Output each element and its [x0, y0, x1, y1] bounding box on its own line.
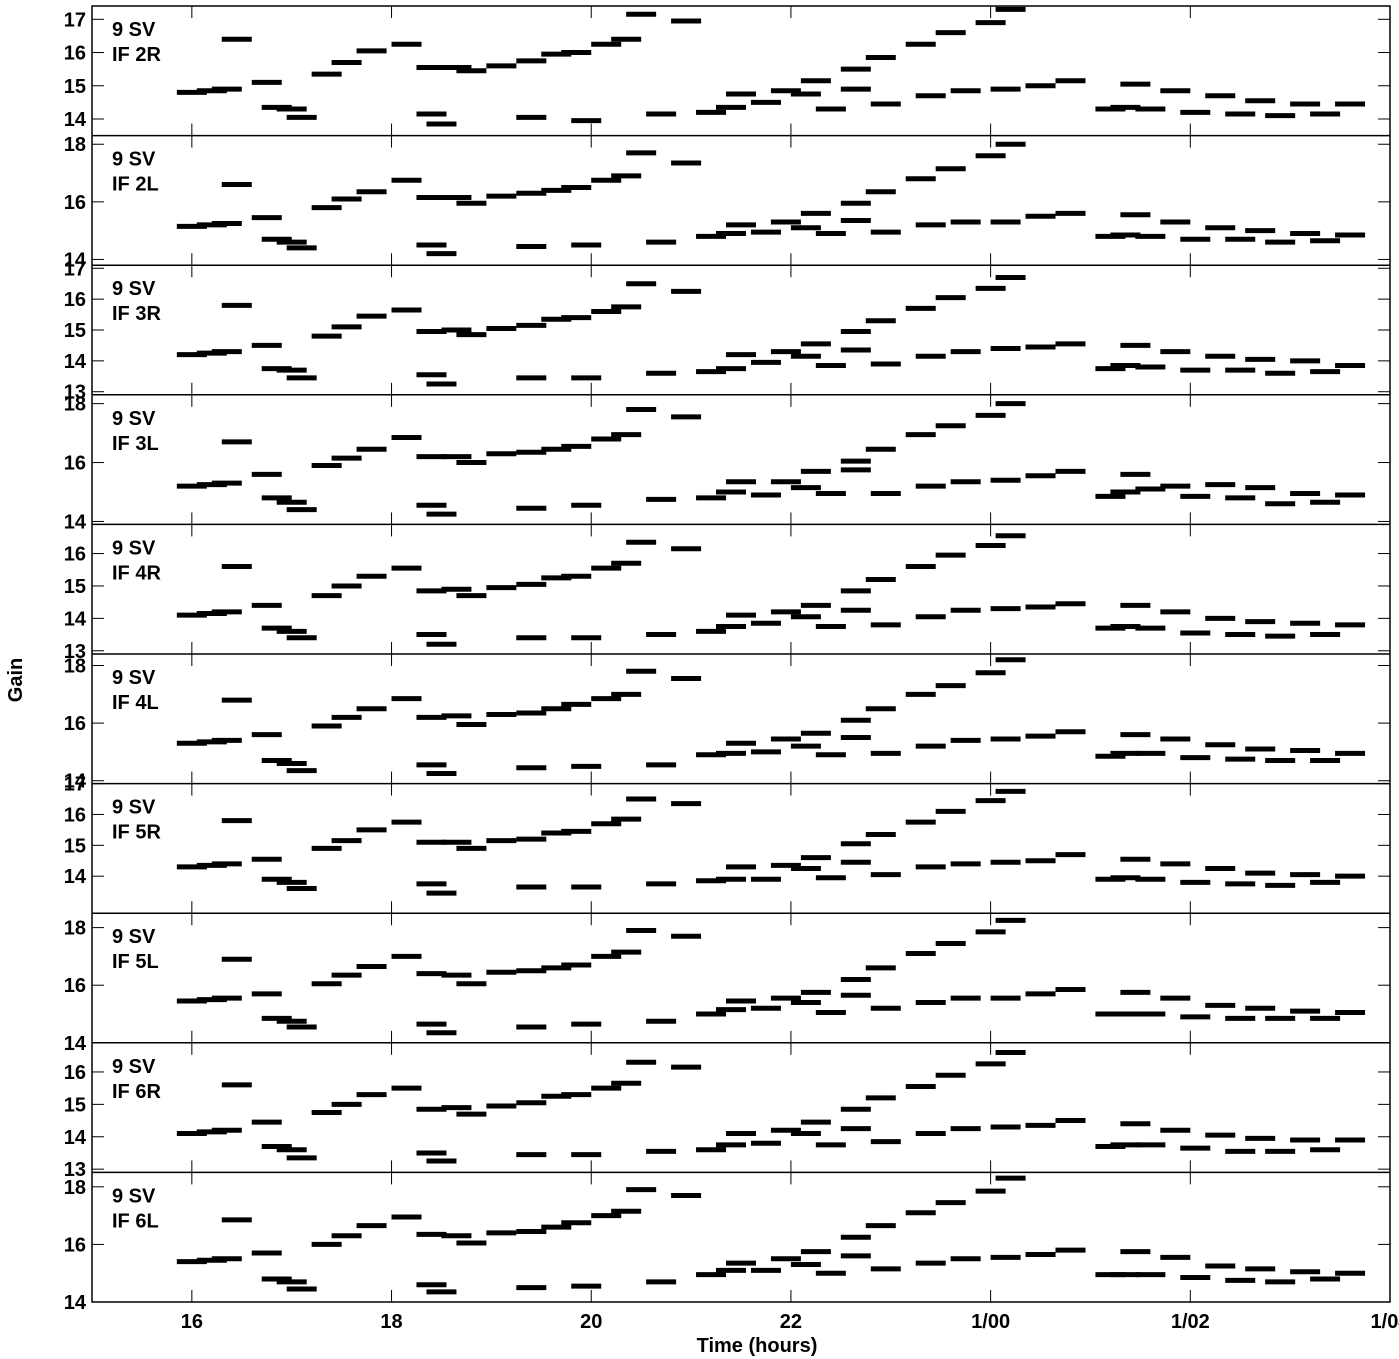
y-tick-label: 18: [64, 134, 86, 156]
panel-label-line: IF 3L: [112, 433, 159, 455]
y-tick-label: 16: [64, 1062, 86, 1084]
y-tick-label: 18: [64, 918, 86, 940]
y-tick-label: 18: [64, 1177, 86, 1199]
y-tick-label: 16: [64, 453, 86, 475]
x-tick-label: 16: [181, 1311, 203, 1333]
y-tick-label: 16: [64, 289, 86, 311]
y-axis-label: Gain: [5, 658, 27, 702]
y-tick-label: 17: [64, 774, 86, 796]
panel-label-line: IF 6R: [112, 1081, 161, 1103]
y-tick-label: 14: [64, 1033, 87, 1055]
panel-label-line: IF 2R: [112, 44, 161, 66]
y-tick-label: 18: [64, 656, 86, 678]
panel-9: 13 14 15 16 9 SV IF 6R: [64, 1042, 1391, 1181]
x-axis-label: Time (hours): [697, 1335, 818, 1357]
y-tick-label: 16: [64, 43, 86, 65]
y-tick-label: 14: [64, 249, 87, 271]
x-tick-label: 20: [580, 1311, 602, 1333]
y-tick-label: 14: [64, 771, 87, 793]
panel-label-line: 9 SV: [112, 19, 156, 41]
panel-label-line: 9 SV: [112, 797, 156, 819]
x-tick-label: 22: [780, 1311, 802, 1333]
y-tick-label: 13: [64, 1159, 86, 1181]
panel-label-line: IF 4R: [112, 562, 161, 584]
panel-label-line: IF 2L: [112, 174, 159, 196]
panel-label-line: 9 SV: [112, 278, 156, 300]
x-tick-label: 1/00: [971, 1311, 1010, 1333]
panel-10: 14 16 18 9 SV IF 6L: [64, 1171, 1391, 1314]
y-tick-label: 16: [64, 713, 86, 735]
panel-label-line: 9 SV: [112, 149, 156, 171]
y-tick-label: 14: [64, 1292, 87, 1314]
panel-label-line: 9 SV: [112, 537, 156, 559]
panel-label-line: IF 3R: [112, 303, 161, 325]
y-tick-label: 14: [64, 511, 87, 533]
panel-1: 14 15 16 17 9 SV IF 2R: [64, 6, 1391, 136]
panel-label-line: IF 5R: [112, 822, 161, 844]
y-tick-label: 14: [64, 351, 87, 373]
y-tick-label: 17: [64, 258, 86, 280]
y-tick-label: 16: [64, 544, 86, 566]
y-tick-label: 15: [64, 835, 86, 857]
y-tick-label: 16: [64, 192, 86, 214]
panel-7: 14 15 16 17 9 SV IF 5R: [64, 774, 1391, 914]
x-tick-label: 1/02: [1171, 1311, 1210, 1333]
panel-2: 14 16 18 9 SV IF 2L: [64, 134, 1391, 271]
panel-label-line: IF 4L: [112, 692, 159, 714]
y-tick-label: 16: [64, 804, 86, 826]
y-tick-label: 13: [64, 382, 86, 404]
y-tick-label: 16: [64, 975, 86, 997]
y-tick-label: 15: [64, 320, 86, 342]
panel-5: 13 14 15 16 9 SV IF 4R: [64, 523, 1391, 663]
y-tick-label: 15: [64, 576, 86, 598]
y-tick-label: 18: [64, 394, 86, 416]
y-tick-label: 14: [64, 1127, 87, 1149]
y-tick-label: 16: [64, 1234, 86, 1256]
panel-3: 13 14 15 16 17 9 SV IF 3R: [64, 258, 1391, 404]
y-tick-label: 14: [64, 608, 87, 630]
y-tick-label: 13: [64, 641, 86, 663]
panels-container: 14 15 16 17 9 SV IF 2R 14 16 18 9 SV IF 2L 13 14 15 16…: [64, 5, 1399, 1333]
panel-4: 14 16 18 9 SV IF 3L: [64, 394, 1391, 533]
y-tick-label: 14: [64, 866, 87, 888]
panel-label-line: 9 SV: [112, 667, 156, 689]
panel-label-line: IF 6L: [112, 1210, 159, 1232]
y-tick-label: 17: [64, 9, 86, 31]
panel-8: 14 16 18 9 SV IF 5L: [64, 912, 1391, 1055]
panel-6: 14 16 18 9 SV IF 4L: [64, 653, 1391, 793]
y-tick-label: 14: [64, 109, 87, 131]
panel-label-line: 9 SV: [112, 408, 156, 430]
panel-label-line: IF 5L: [112, 951, 159, 973]
y-tick-label: 15: [64, 1094, 86, 1116]
x-tick-label: 1/04: [1371, 1311, 1399, 1333]
panel-label-line: 9 SV: [112, 1056, 156, 1078]
panel-label-line: 9 SV: [112, 926, 156, 948]
panel-label-line: 9 SV: [112, 1185, 156, 1207]
x-tick-label: 18: [380, 1311, 402, 1333]
y-tick-label: 15: [64, 76, 86, 98]
